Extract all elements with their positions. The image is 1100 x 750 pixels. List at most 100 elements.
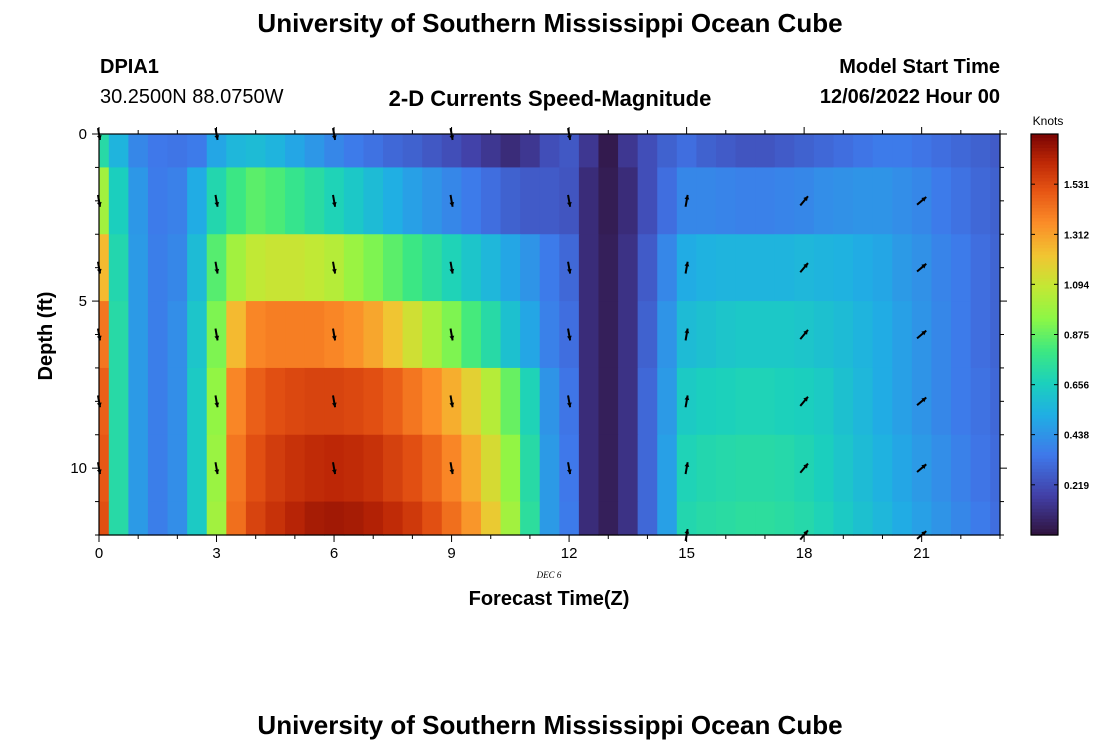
footer-title: University of Southern Mississippi Ocean… bbox=[257, 710, 843, 740]
arrow-head bbox=[214, 202, 220, 207]
heatmap-cell bbox=[755, 234, 776, 302]
heatmap-cell bbox=[911, 134, 933, 169]
colorbar-segment bbox=[1031, 357, 1058, 362]
colorbar-segment bbox=[1031, 230, 1058, 235]
heatmap-cell bbox=[872, 434, 893, 503]
heatmap-cell bbox=[108, 434, 129, 503]
direction-arrow bbox=[214, 395, 220, 408]
heatmap-cell bbox=[657, 501, 678, 536]
heatmap-cell bbox=[187, 301, 208, 369]
heatmap-cell bbox=[696, 134, 717, 169]
heatmap-cell bbox=[618, 167, 639, 235]
arrow-head bbox=[684, 529, 690, 534]
direction-arrow bbox=[799, 462, 809, 474]
colorbar-segment bbox=[1031, 468, 1058, 473]
colorbar-segment bbox=[1031, 438, 1058, 443]
heatmap-cell bbox=[147, 501, 169, 536]
heatmap-cell bbox=[343, 367, 365, 436]
heatmap-cell bbox=[108, 167, 129, 235]
colorbar-segment bbox=[1031, 311, 1058, 316]
heatmap-cell bbox=[500, 134, 521, 169]
heatmap-cell bbox=[500, 234, 521, 302]
heatmap-cell bbox=[128, 134, 149, 169]
heatmap-cell bbox=[265, 501, 286, 536]
heatmap-cell bbox=[755, 301, 776, 369]
colorbar-segment bbox=[1031, 267, 1058, 272]
heatmap-cell bbox=[343, 234, 365, 302]
y-tick-label: 10 bbox=[70, 460, 87, 477]
heatmap-cell bbox=[167, 501, 188, 536]
colorbar-segment bbox=[1031, 331, 1058, 336]
heatmap-cell bbox=[872, 167, 893, 235]
heatmap-cell bbox=[696, 167, 717, 235]
direction-arrow bbox=[799, 329, 809, 340]
heatmap-cell bbox=[480, 301, 502, 369]
heatmap-cell bbox=[735, 134, 756, 169]
arrow-head bbox=[567, 202, 572, 207]
heatmap-cell bbox=[128, 367, 149, 436]
heatmap-cell bbox=[187, 134, 208, 169]
heatmap-cell bbox=[774, 501, 795, 536]
colorbar-segment bbox=[1031, 277, 1058, 282]
colorbar-segment bbox=[1031, 404, 1058, 409]
colorbar-segment bbox=[1031, 274, 1058, 279]
heatmap-cell bbox=[853, 134, 874, 169]
colorbar-segment bbox=[1031, 291, 1058, 295]
colorbar-segment bbox=[1031, 254, 1058, 259]
heatmap-cell bbox=[500, 167, 521, 235]
heatmap-cell bbox=[931, 367, 952, 436]
colorbar-segment bbox=[1031, 144, 1058, 148]
colorbar-segment bbox=[1031, 511, 1058, 516]
heatmap-cell bbox=[324, 134, 345, 169]
heatmap-cell bbox=[500, 434, 521, 503]
station-id: DPIA1 bbox=[100, 56, 159, 78]
heatmap-cell bbox=[500, 301, 521, 369]
direction-arrow bbox=[331, 328, 337, 341]
heatmap-cell bbox=[833, 301, 854, 369]
x-tick-label: 15 bbox=[678, 545, 695, 562]
heatmap-cell bbox=[872, 501, 893, 536]
x-tick-label: 12 bbox=[561, 545, 578, 562]
heatmap-cell bbox=[285, 234, 306, 302]
colorbar-segment bbox=[1031, 384, 1058, 389]
heatmap-cell bbox=[167, 234, 188, 302]
heatmap-cell bbox=[480, 134, 502, 169]
heatmap-cell bbox=[951, 367, 972, 436]
heatmap-cell bbox=[696, 301, 717, 369]
colorbar-segment bbox=[1031, 260, 1058, 265]
colorbar-segment bbox=[1031, 424, 1058, 429]
colorbar-segment bbox=[1031, 448, 1058, 453]
colorbar-segment bbox=[1031, 337, 1058, 342]
arrow-head bbox=[803, 396, 808, 402]
arrow-head bbox=[214, 335, 220, 341]
arrow-head bbox=[449, 469, 455, 475]
colorbar-segment bbox=[1031, 217, 1058, 222]
heatmap-cell bbox=[422, 134, 443, 169]
heatmap-cell bbox=[383, 367, 404, 436]
colorbar-segment bbox=[1031, 224, 1058, 229]
arrow-head bbox=[449, 268, 455, 274]
heatmap-cell bbox=[108, 501, 129, 536]
colorbar-segment bbox=[1031, 324, 1058, 329]
y-axis-label: Depth (ft) bbox=[35, 292, 57, 381]
heatmap-cell bbox=[304, 501, 325, 536]
colorbar-segment bbox=[1031, 434, 1058, 439]
heatmap-cell bbox=[147, 301, 169, 369]
heatmap-cell bbox=[167, 167, 188, 235]
direction-arrow bbox=[567, 395, 572, 408]
arrow-head bbox=[921, 330, 927, 336]
heatmap-cell bbox=[618, 367, 639, 436]
direction-arrow bbox=[567, 328, 572, 341]
colorbar-segment bbox=[1031, 431, 1058, 436]
heatmap-cell bbox=[226, 234, 247, 302]
heatmap-cell bbox=[422, 301, 443, 369]
plot-axes: 0 3 6 9 12 15 18 21 0 5 10 bbox=[70, 126, 1007, 562]
colorbar-segment bbox=[1031, 488, 1058, 493]
colorbar-segment bbox=[1031, 408, 1058, 412]
heatmap-cell bbox=[285, 301, 306, 369]
heatmap-cell bbox=[108, 134, 129, 169]
heatmap-cell bbox=[774, 167, 795, 235]
model-start-label: Model Start Time bbox=[839, 56, 1000, 78]
arrow-head bbox=[921, 464, 927, 469]
arrow-head bbox=[449, 402, 455, 408]
